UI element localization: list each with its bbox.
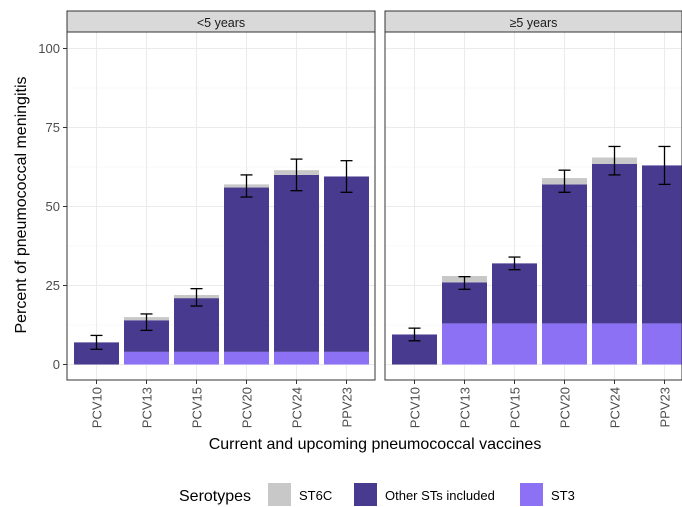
x-tick-label: PCV10 bbox=[90, 387, 105, 428]
error-bar bbox=[290, 158, 303, 192]
y-tick-label: 50 bbox=[46, 199, 60, 214]
bar-segment-st3 bbox=[642, 323, 682, 365]
x-tick-label: PPV23 bbox=[340, 387, 355, 427]
bar-segment-other-sts-included bbox=[492, 263, 537, 324]
panel-1: <5 years PCV10 PCV13 PCV15 PCV20 PCV24 PPV23 bbox=[66, 10, 376, 428]
bar-segment-other-sts-included bbox=[74, 342, 119, 365]
bar-segment-other-sts-included bbox=[324, 176, 369, 352]
legend: Serotypes ST6C Other STs included ST3 bbox=[179, 483, 575, 506]
error-bar bbox=[340, 160, 353, 193]
error-bar bbox=[240, 174, 253, 198]
legend-key-other-sts-included bbox=[354, 483, 377, 506]
bar-segment-other-sts-included bbox=[592, 163, 637, 324]
bar-segment-st3 bbox=[592, 323, 637, 365]
legend-title: Serotypes bbox=[179, 488, 251, 505]
error-bar bbox=[508, 256, 521, 271]
legend-label-st3: ST3 bbox=[551, 488, 575, 503]
error-bar bbox=[408, 327, 421, 342]
bar-segment-other-sts-included bbox=[274, 174, 319, 352]
legend-label-st6c: ST6C bbox=[299, 488, 332, 503]
bar-segment-other-sts-included bbox=[542, 184, 587, 324]
x-tick-label: PCV13 bbox=[140, 387, 155, 428]
bar-segment-st3 bbox=[224, 351, 269, 365]
bar-segment-st3 bbox=[492, 323, 537, 365]
panel-strip-label: <5 years bbox=[197, 16, 245, 30]
legend-key-st6c bbox=[268, 483, 291, 506]
bar-segment-st3 bbox=[442, 323, 487, 365]
legend-label-other-sts-included: Other STs included bbox=[385, 488, 495, 503]
error-bar bbox=[658, 145, 671, 186]
x-tick-label: PCV15 bbox=[190, 387, 205, 428]
y-axis-title: Percent of pneumococcal meningitis bbox=[13, 76, 30, 333]
x-tick-label: PCV13 bbox=[458, 387, 473, 428]
x-tick-label: PCV24 bbox=[290, 387, 305, 428]
y-tick-label: 25 bbox=[46, 278, 60, 293]
y-tick-label: 0 bbox=[53, 357, 60, 372]
error-bar bbox=[458, 276, 471, 290]
x-tick-label: PCV10 bbox=[408, 387, 423, 428]
x-tick-label: PCV24 bbox=[608, 387, 623, 428]
bar-segment-st3 bbox=[324, 351, 369, 365]
x-tick-label: PCV20 bbox=[240, 387, 255, 428]
x-tick-label: PCV15 bbox=[508, 387, 523, 428]
error-bar bbox=[90, 334, 103, 350]
y-tick-label: 100 bbox=[38, 41, 60, 56]
error-bar bbox=[190, 288, 203, 307]
x-axis-title: Current and upcoming pneumococcal vaccin… bbox=[209, 436, 542, 453]
bar-segment-other-sts-included bbox=[224, 187, 269, 352]
x-tick-label: PPV23 bbox=[658, 387, 673, 427]
bar-segment-st3 bbox=[274, 351, 319, 365]
bar-segment-other-sts-included bbox=[174, 298, 219, 352]
panel-border bbox=[384, 31, 682, 381]
bar-segment-st3 bbox=[542, 323, 587, 365]
bar-segment-st3 bbox=[174, 351, 219, 365]
x-tick-label: PCV20 bbox=[558, 387, 573, 428]
y-tick-label: 75 bbox=[46, 120, 60, 135]
error-bar bbox=[140, 313, 153, 332]
bar-segment-st3 bbox=[124, 351, 169, 365]
error-bar bbox=[608, 145, 621, 176]
error-bar bbox=[558, 169, 571, 193]
panel-2: ≥5 years PCV10 PCV13 PCV15 PCV20 PCV24 PPV23 bbox=[384, 10, 682, 428]
legend-key-st3 bbox=[520, 483, 543, 506]
panel-strip-label: ≥5 years bbox=[510, 16, 558, 30]
bar-segment-other-sts-included bbox=[642, 165, 682, 324]
